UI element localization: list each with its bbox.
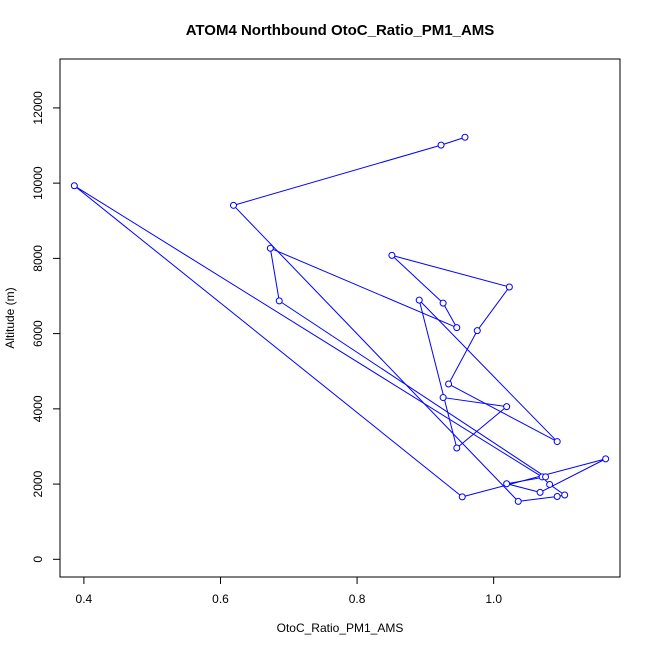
x-tick-label: 1.0 [485,592,502,606]
series-line-segment [391,254,510,288]
data-point [275,297,283,305]
y-axis-label: Altitude (m) [3,287,17,348]
data-point [546,480,554,488]
data-point [514,497,522,505]
data-point [473,327,481,335]
data-point [445,380,453,388]
data-point [542,473,550,481]
data-point [437,141,445,149]
y-tick-label: 10000 [31,166,45,200]
series-line-segment [391,255,444,304]
series-line-segment [506,483,541,493]
series-line-segment [462,458,606,498]
data-point [453,444,461,452]
data-point [70,182,78,190]
y-tick-label: 4000 [31,395,45,422]
data-point [453,324,461,332]
y-tick-label: 12000 [31,91,45,125]
data-point [536,488,544,496]
x-tick-label: 0.6 [212,592,229,606]
series-line-segment [418,300,458,449]
series-line-segment [74,185,543,478]
series-line-segment [442,302,458,328]
data-point [553,438,561,446]
series-points [70,133,610,505]
y-tick-label: 2000 [31,470,45,497]
series-lines [74,136,606,502]
data-point [266,244,274,252]
series-line-segment [440,136,466,146]
series-line-segment [448,383,558,443]
series-line-segment [418,299,558,442]
x-tick-label: 0.4 [76,592,93,606]
data-point [458,493,466,501]
y-tick-label: 8000 [31,245,45,272]
series-line-segment [270,247,457,329]
y-tick-label: 0 [31,556,45,563]
data-point [503,403,511,411]
series-line-segment [278,300,546,478]
y-tick-label: 6000 [31,320,45,347]
series-line-segment [269,248,280,301]
data-point [229,201,237,209]
data-point [602,455,610,463]
series-line-segment [518,496,558,502]
data-point [553,492,561,500]
series-line-segment [456,406,507,449]
data-point [415,296,423,304]
x-tick-label: 0.8 [349,592,366,606]
series-line-segment [476,286,510,331]
data-point [439,299,447,307]
chart-title: ATOM4 Northbound OtoC_Ratio_PM1_AMS [186,22,495,39]
data-point [561,491,569,499]
series-line-segment [74,185,463,498]
data-point [503,480,511,488]
data-point [505,283,513,291]
series-line-segment [443,397,507,408]
series-line-segment [233,204,519,502]
series-line-segment [233,144,442,206]
data-point [439,394,447,402]
x-axis: 0.4 0.6 0.8 1.0 [76,576,502,606]
x-axis-label: OtoC_Ratio_PM1_AMS [277,621,404,635]
y-axis: 0 2000 4000 6000 8000 10000 12000 [31,91,61,563]
data-point [388,251,396,259]
data-point [461,133,469,141]
series-line-segment [448,330,478,385]
